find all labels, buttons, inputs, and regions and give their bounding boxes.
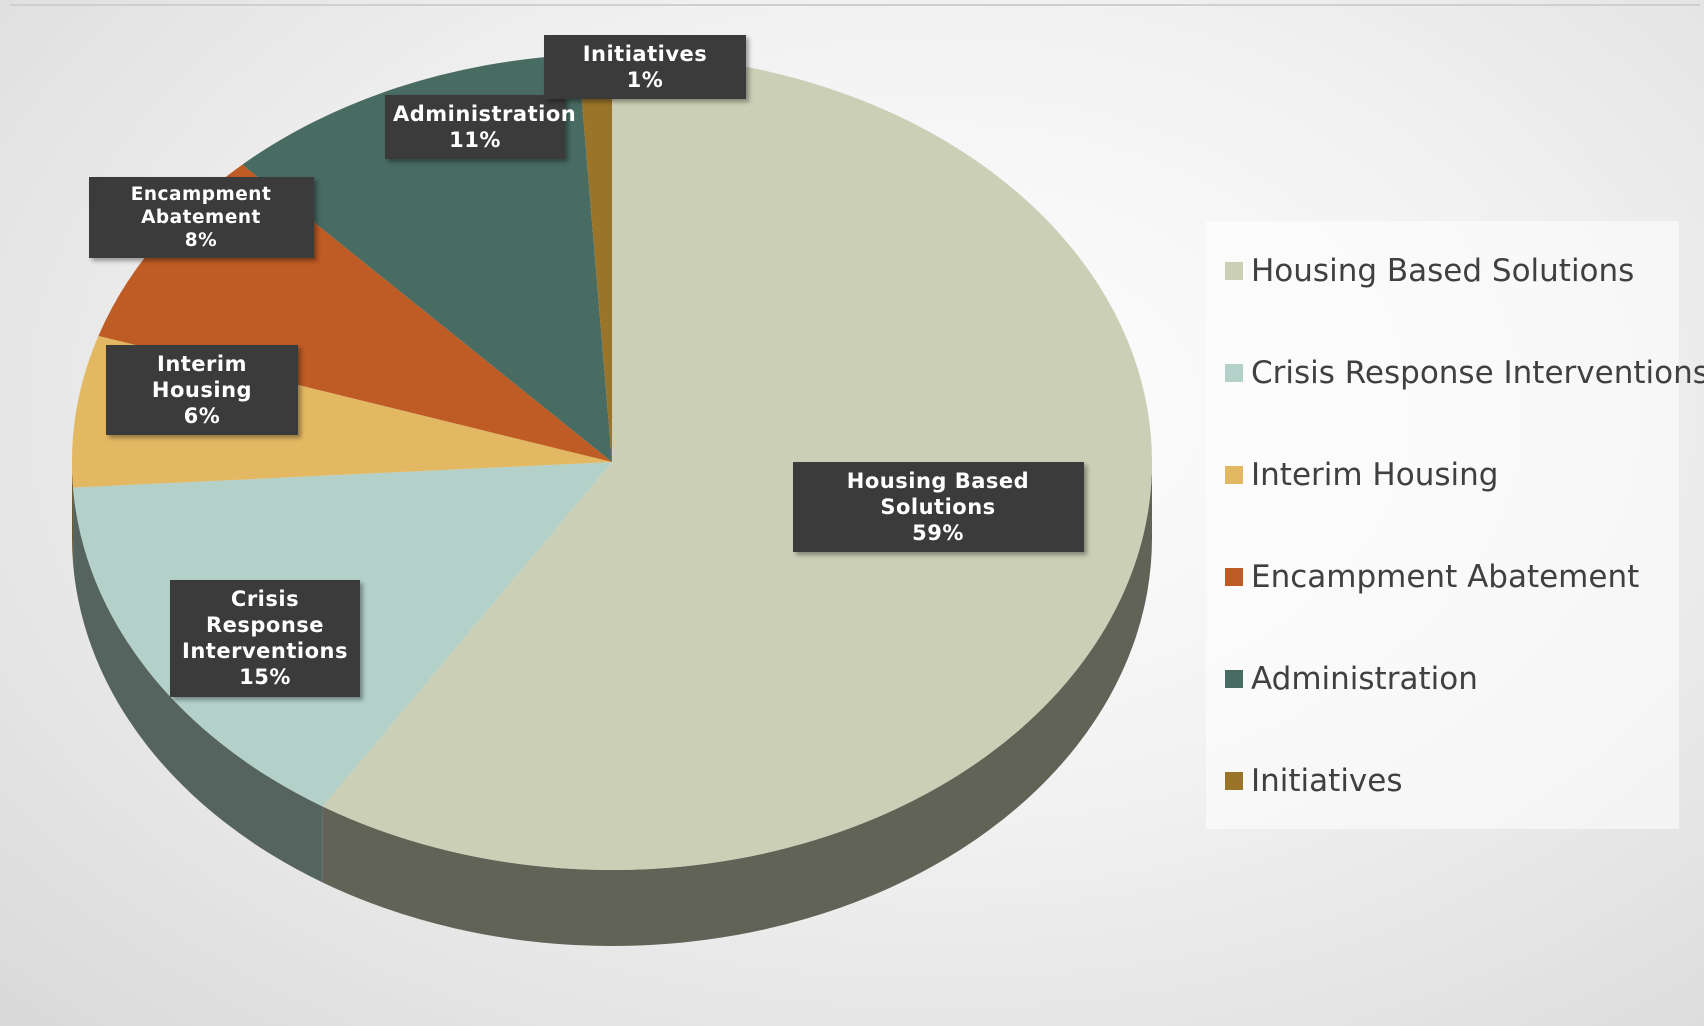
data-label-name: Interim Housing: [151, 351, 253, 402]
data-label: Administration 11%: [385, 94, 577, 159]
legend-swatch: [1225, 568, 1243, 586]
legend-label: Initiatives: [1251, 763, 1403, 799]
data-label-value: 8%: [184, 229, 218, 251]
legend: Housing Based Solutions Crisis Response I…: [1206, 221, 1704, 829]
data-label: Housing Based Solutions 59%: [792, 461, 1084, 553]
legend-item: Interim Housing: [1225, 455, 1498, 495]
data-label-value: 11%: [449, 127, 501, 152]
legend-swatch: [1225, 670, 1243, 688]
slice-side: [72, 462, 74, 564]
slice-side: [73, 487, 323, 883]
legend-swatch: [1225, 262, 1243, 280]
legend-item: Encampment Abatement: [1225, 557, 1639, 597]
data-label-value: 59%: [912, 521, 964, 545]
data-label-name: Encampment Abatement: [130, 183, 272, 228]
legend-swatch: [1225, 466, 1243, 484]
data-label-name: Housing Based Solutions: [846, 468, 1030, 519]
data-label: Interim Housing 6%: [106, 344, 298, 436]
legend-item: Initiatives: [1225, 761, 1403, 801]
legend-item: Crisis Response Interventions: [1225, 353, 1704, 393]
legend-swatch: [1225, 364, 1243, 382]
frame: [10, 4, 1700, 1022]
data-label: Initiatives 1%: [544, 34, 746, 99]
legend-label: Encampment Abatement: [1251, 559, 1640, 595]
data-label-name: Initiatives: [582, 41, 708, 66]
slice: [322, 54, 1152, 870]
legend-swatch: [1225, 772, 1243, 790]
data-label-value: 6%: [183, 404, 221, 428]
legend-label: Administration: [1251, 661, 1478, 697]
legend-item: Housing Based Solutions: [1225, 251, 1634, 291]
legend-item: Administration: [1225, 659, 1478, 699]
legend-label: Crisis Response Interventions: [1251, 355, 1704, 391]
slice-side: [322, 462, 1152, 947]
legend-label: Interim Housing: [1251, 457, 1499, 493]
data-label: Encampment Abatement 8%: [88, 176, 314, 258]
data-label-name: Crisis Response Interventions: [182, 586, 348, 664]
data-label-value: 1%: [626, 67, 664, 92]
data-label-name: Administration: [393, 101, 577, 126]
data-label: Crisis Response Interventions 15%: [170, 579, 360, 697]
slice: [578, 54, 612, 462]
data-label-value: 15%: [239, 665, 291, 690]
legend-label: Housing Based Solutions: [1251, 253, 1635, 289]
